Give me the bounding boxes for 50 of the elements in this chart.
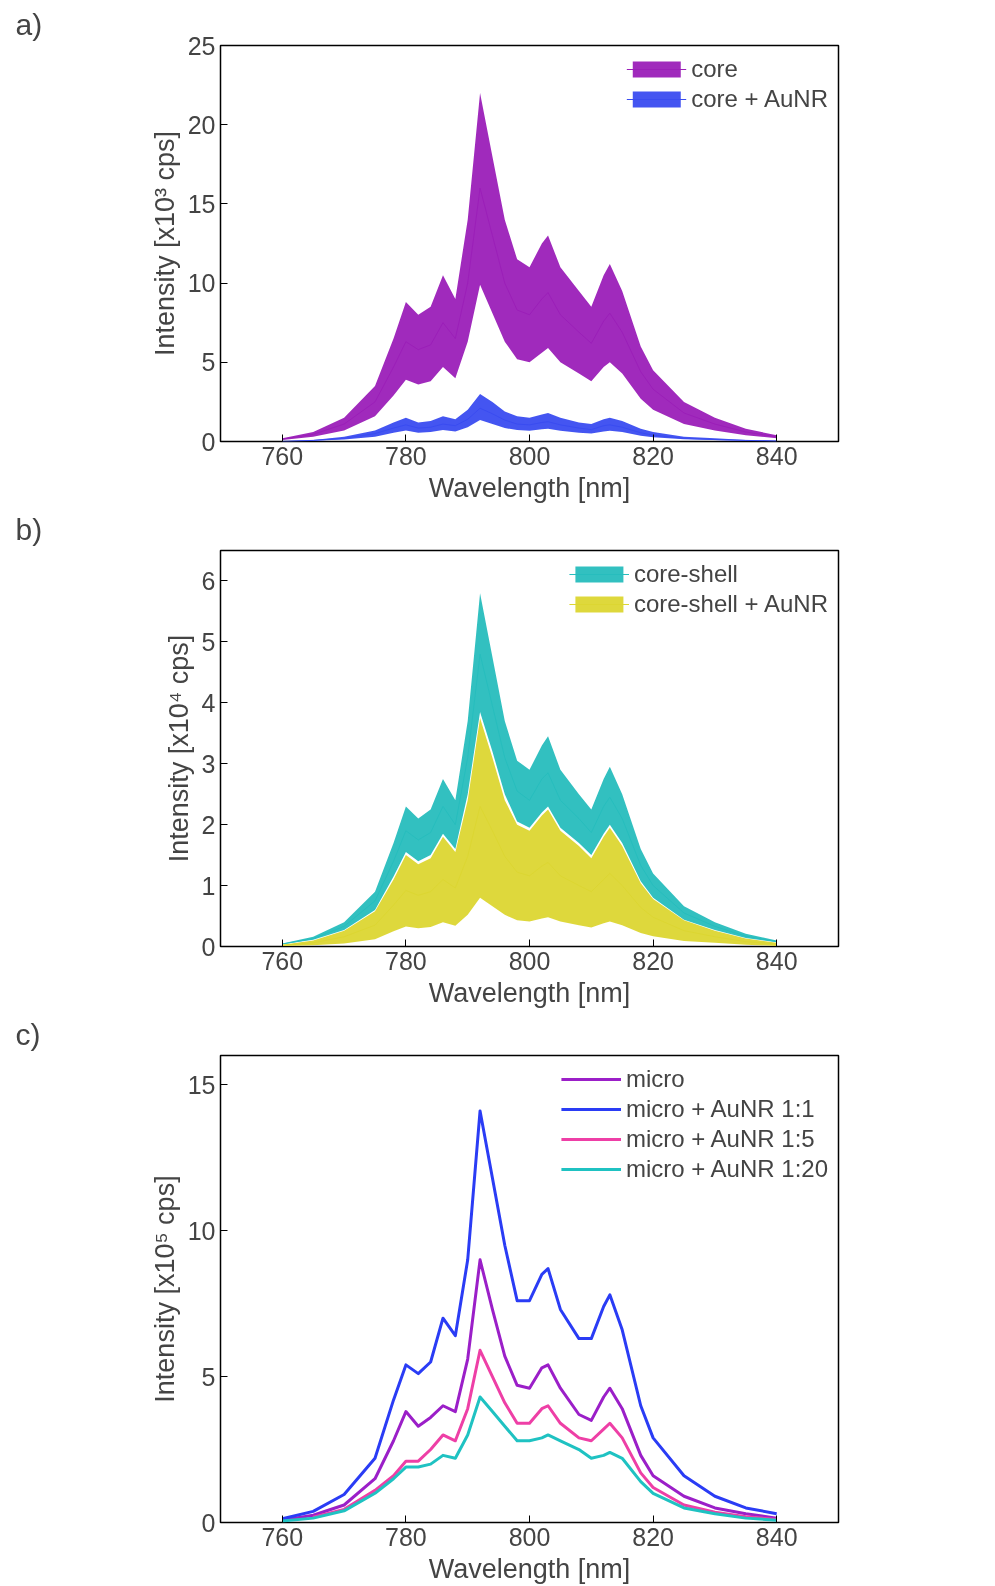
x-tick-label: 760 bbox=[261, 441, 304, 470]
x-tick-label: 840 bbox=[755, 1522, 798, 1551]
x-axis-title: Wavelength [nm] bbox=[428, 977, 631, 1008]
y-tick-label: 2 bbox=[201, 810, 216, 839]
x-tick-label: 780 bbox=[385, 441, 427, 470]
y-tick-label: 20 bbox=[187, 110, 216, 139]
legend-label: core-shell + AuNR bbox=[633, 590, 828, 618]
line-series bbox=[280, 1395, 779, 1523]
text: c) bbox=[15, 1017, 41, 1051]
x-tick-label: 760 bbox=[261, 1522, 304, 1551]
y-tick-label: 0 bbox=[201, 1508, 216, 1537]
x-axis-title: Wavelength [nm] bbox=[428, 472, 631, 503]
x-tick-label: 840 bbox=[755, 946, 798, 975]
legend-label: micro + AuNR 1:20 bbox=[625, 1155, 828, 1183]
x-tick-label: 800 bbox=[508, 441, 551, 470]
y-tick-label: 5 bbox=[201, 627, 216, 656]
text: b) bbox=[15, 512, 43, 546]
x-tick-label: 820 bbox=[632, 1522, 674, 1551]
legend-label: core-shell bbox=[633, 560, 738, 588]
y-tick-label: 10 bbox=[187, 1216, 216, 1245]
y-tick-label: 1 bbox=[201, 871, 216, 900]
legend-label: core bbox=[691, 55, 738, 83]
y-tick-label: 3 bbox=[201, 749, 216, 778]
x-axis-title: Wavelength [nm] bbox=[428, 1553, 631, 1584]
legend-label: micro + AuNR 1:5 bbox=[625, 1125, 815, 1153]
x-tick-label: 840 bbox=[755, 441, 798, 470]
text: a) bbox=[15, 7, 43, 41]
y-tick-label: 5 bbox=[201, 348, 216, 377]
y-tick-label: 0 bbox=[201, 932, 216, 961]
y-axis-title: Intensity [x10³ cps] bbox=[149, 130, 180, 357]
x-tick-label: 800 bbox=[508, 946, 551, 975]
y-tick-label: 6 bbox=[201, 566, 216, 595]
x-tick-label: 800 bbox=[508, 1522, 551, 1551]
y-axis-title: Intensity [x10⁴ cps] bbox=[163, 634, 194, 863]
legend-label: core + AuNR bbox=[691, 85, 828, 113]
x-tick-label: 780 bbox=[385, 1522, 427, 1551]
y-tick-label: 10 bbox=[187, 269, 216, 298]
x-tick-label: 820 bbox=[632, 946, 674, 975]
y-axis-title: Intensity [x10⁵ cps] bbox=[149, 1175, 180, 1403]
y-tick-label: 25 bbox=[187, 31, 216, 60]
legend-label: micro bbox=[625, 1065, 685, 1093]
legend-label: micro + AuNR 1:1 bbox=[625, 1095, 815, 1123]
y-tick-label: 15 bbox=[187, 189, 216, 218]
x-tick-label: 820 bbox=[632, 441, 674, 470]
y-tick-label: 5 bbox=[201, 1362, 216, 1391]
y-tick-label: 0 bbox=[201, 427, 216, 456]
x-tick-label: 760 bbox=[261, 946, 304, 975]
x-tick-label: 780 bbox=[385, 946, 427, 975]
y-tick-label: 4 bbox=[201, 688, 216, 717]
y-tick-label: 15 bbox=[187, 1070, 216, 1099]
